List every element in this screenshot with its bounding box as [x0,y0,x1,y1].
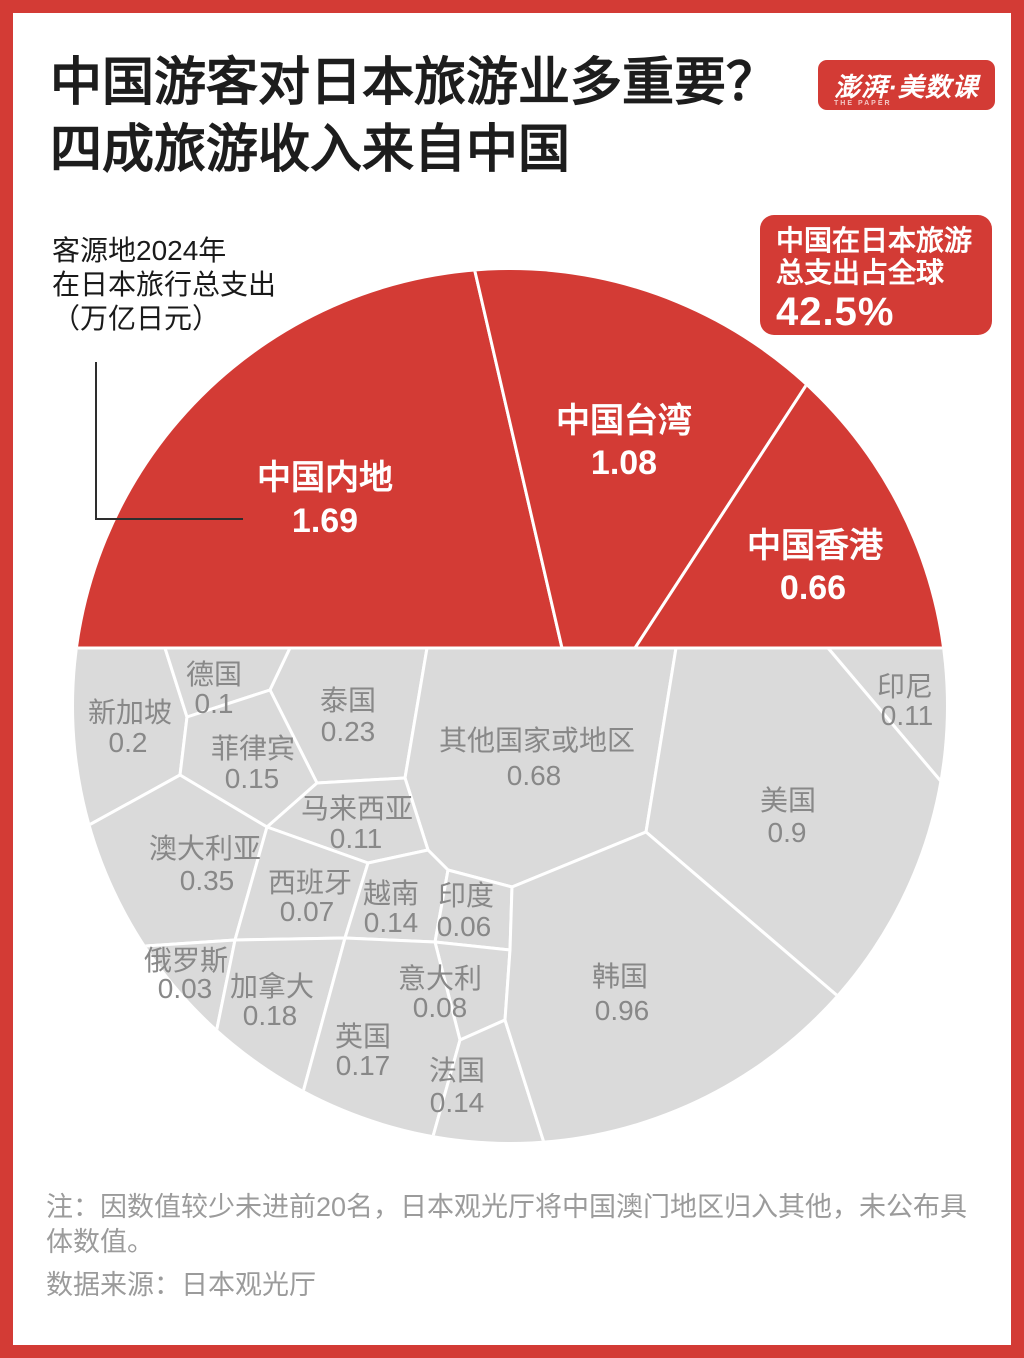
label-china-mainland-name: 中国内地 [257,459,393,497]
china-share-badge: 中国在日本旅游 总支出占全球 42.5% [760,215,992,335]
label-china-taiwan-name: 中国台湾 [556,401,692,440]
badge-value: 42.5% [776,290,895,334]
cell-china-mainland [74,270,564,650]
label-china-hongkong-value: 0.66 [780,569,846,607]
label-indonesia-value: 0.11 [881,700,933,731]
label-malaysia-value: 0.11 [330,823,382,854]
label-china-mainland-value: 1.69 [292,502,358,540]
label-germany-value: 0.1 [195,688,234,719]
label-spain-name: 西班牙 [268,867,352,898]
label-korea-value: 0.96 [595,995,650,1026]
label-russia-name: 俄罗斯 [144,945,228,976]
label-singapore-name: 新加坡 [88,697,172,728]
title-line2: 四成旅游收入来自中国 [50,121,571,179]
label-italy-name: 意大利 [398,963,482,994]
label-vietnam-name: 越南 [363,878,419,909]
data-source: 数据来源：日本观光厅 [46,1270,316,1300]
label-others-value: 0.68 [507,760,562,791]
label-spain-value: 0.07 [280,896,335,927]
badge-line2: 总支出占全球 [776,257,945,288]
label-france-name: 法国 [429,1055,485,1086]
thepaper-meishuke-logo: 澎湃·美数课 THE PAPER [818,60,995,110]
label-china-taiwan-value: 1.08 [591,444,657,482]
annotation-leader-line [95,362,243,520]
label-philippines-name: 菲律宾 [211,733,295,764]
label-thailand-name: 泰国 [320,685,376,716]
annotation-line2: 在日本旅行总支出 [52,269,277,300]
label-australia-value: 0.35 [180,865,235,896]
logo-subtext: THE PAPER [834,100,892,107]
label-china-hongkong-name: 中国香港 [747,527,884,565]
annotation-line1: 客源地2024年 [52,235,227,266]
logo-text: 澎湃·美数课 [834,71,979,102]
label-india-value: 0.06 [437,911,492,942]
label-india-name: 印度 [438,880,494,911]
label-indonesia-name: 印尼 [877,671,933,702]
chart-annotation: 客源地2024年 在日本旅行总支出 （万亿日元） [52,234,276,336]
cell-france [423,1018,554,1142]
label-vietnam-value: 0.14 [364,907,419,938]
label-singapore-value: 0.2 [109,727,148,758]
label-malaysia-name: 马来西亚 [301,793,413,824]
label-canada-value: 0.18 [243,1000,298,1031]
label-italy-value: 0.08 [413,992,468,1023]
label-uk-name: 英国 [335,1021,391,1052]
title-line1: 中国游客对日本旅游业多重要？ [50,54,779,112]
label-uk-value: 0.17 [336,1050,391,1081]
label-germany-name: 德国 [186,659,242,690]
label-canada-name: 加拿大 [230,971,314,1002]
label-australia-name: 澳大利亚 [149,833,261,864]
footnote: 注：因数值较少未进前20名，日本观光厅将中国澳门地区归入其他，未公布具体数值。 [46,1192,968,1257]
label-thailand-value: 0.23 [321,716,376,747]
label-korea-name: 韩国 [592,961,648,992]
label-france-value: 0.14 [430,1087,485,1118]
page-title: 中国游客对日本旅游业多重要？ 四成旅游收入来自中国 [50,50,778,184]
badge-line1: 中国在日本旅游 [776,225,973,256]
annotation-line3: （万亿日元） [52,303,221,334]
label-others-name: 其他国家或地区 [439,725,635,756]
label-usa-name: 美国 [760,785,816,816]
label-russia-value: 0.03 [158,973,213,1004]
label-usa-value: 0.9 [768,817,807,848]
label-philippines-value: 0.15 [225,763,280,794]
